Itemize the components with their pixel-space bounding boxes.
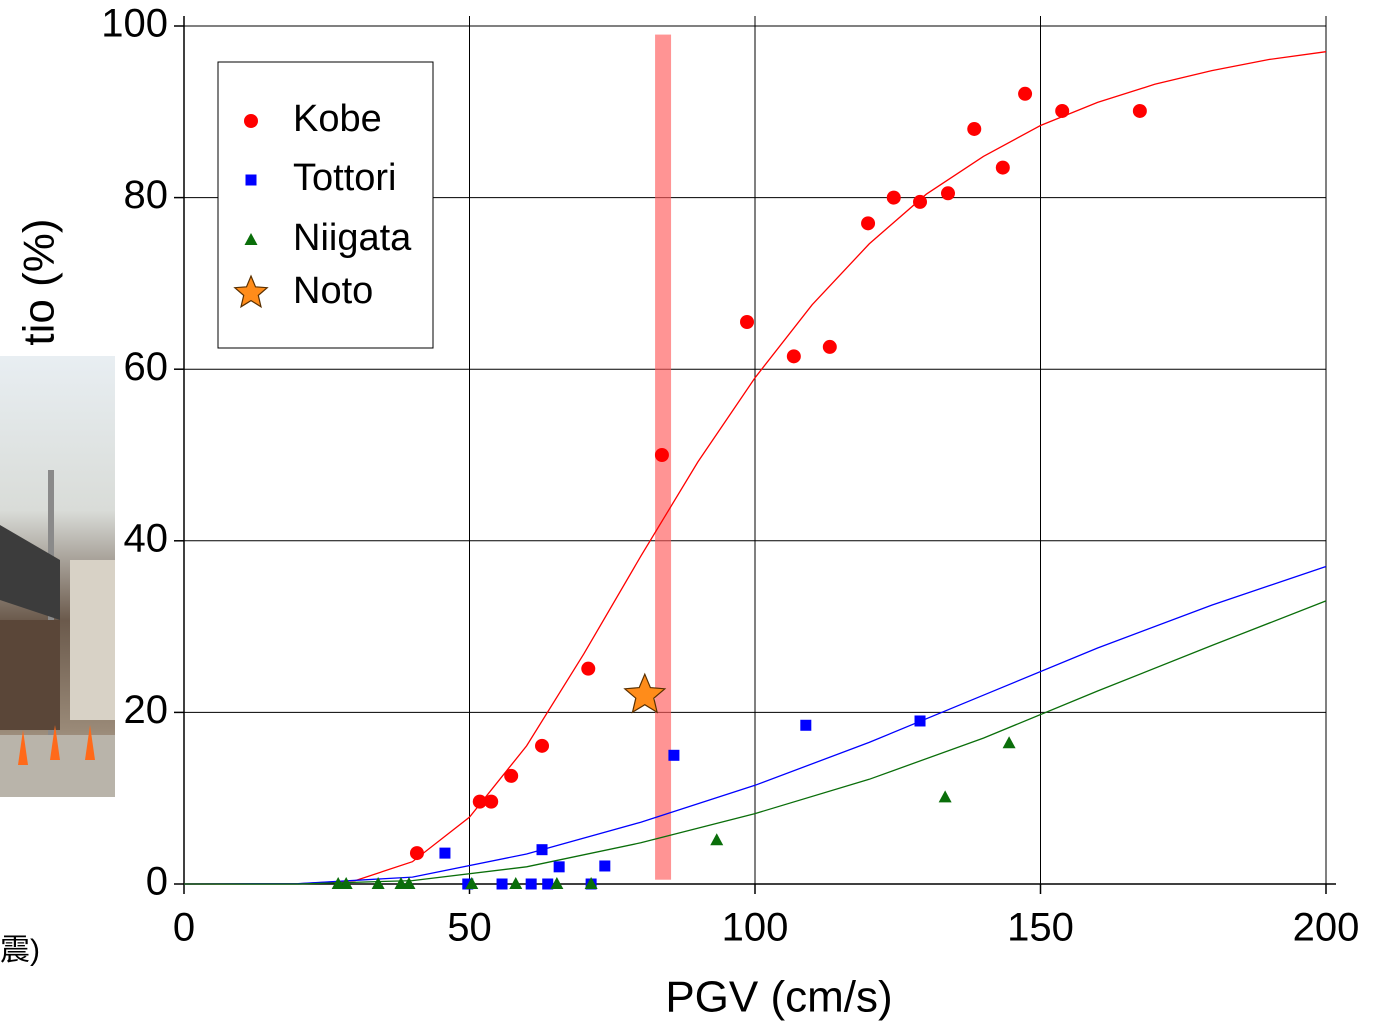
legend-label: Kobe [293, 98, 382, 140]
point [668, 749, 680, 761]
legend-label: Tottori [293, 157, 396, 199]
point [509, 877, 523, 889]
point [786, 349, 801, 364]
point [504, 768, 519, 783]
point [536, 844, 548, 856]
point [623, 672, 667, 714]
point [913, 194, 928, 209]
point [525, 878, 537, 890]
point [535, 738, 550, 753]
x-axis-label: PGV (cm/s) [665, 973, 892, 1022]
point [550, 877, 564, 889]
y-axis-label: tio (%) [15, 218, 64, 345]
point [1018, 86, 1033, 101]
legend-marker [245, 174, 257, 186]
point [599, 860, 611, 872]
legend-label: Noto [293, 270, 373, 312]
point [465, 877, 479, 889]
point [542, 878, 554, 890]
side-note: 震) [0, 934, 40, 967]
point [822, 339, 837, 354]
point [371, 877, 385, 889]
point [740, 315, 755, 330]
point [1132, 103, 1147, 118]
photo [0, 356, 115, 797]
y-tick-label: 20 [124, 688, 169, 732]
point [654, 448, 669, 462]
legend-label: Niigata [293, 217, 412, 259]
point [584, 877, 598, 889]
point [496, 878, 508, 890]
point [1002, 736, 1016, 749]
point [1055, 103, 1070, 118]
y-tick-label: 40 [124, 516, 169, 560]
y-tick-label: 100 [101, 2, 168, 46]
y-tick-label: 80 [124, 173, 169, 217]
fit-curve [183, 565, 1327, 885]
point [409, 846, 424, 861]
point [339, 877, 353, 889]
x-tick-label: 50 [447, 906, 492, 950]
point [462, 878, 474, 890]
legend: Kobe Tottori Niigata Noto [217, 61, 434, 349]
point [472, 794, 487, 809]
point [800, 719, 812, 731]
point [553, 861, 565, 873]
x-tick-label: 100 [722, 906, 789, 950]
x-tick-label: 0 [173, 906, 195, 950]
point [886, 190, 901, 205]
point [938, 790, 952, 803]
point [439, 847, 451, 859]
plot-area: 0 20 40 60 80 100 0 50 100 150 200 Kobe Tottori Niiga… [101, 2, 1359, 950]
x-tick-label: 200 [1293, 906, 1360, 950]
legend-marker [244, 114, 258, 128]
point [710, 833, 724, 846]
fit-curve [184, 600, 1327, 885]
legend-marker [233, 274, 269, 309]
point [967, 121, 982, 136]
point [940, 186, 955, 201]
x-tick-label: 150 [1007, 906, 1074, 950]
y-tick-label: 60 [124, 345, 169, 389]
point [402, 877, 416, 889]
legend-marker [244, 233, 258, 245]
point [581, 661, 596, 676]
y-tick-label: 0 [146, 860, 168, 904]
point [995, 160, 1010, 175]
point [914, 715, 926, 727]
point [484, 794, 499, 809]
point [861, 216, 876, 231]
